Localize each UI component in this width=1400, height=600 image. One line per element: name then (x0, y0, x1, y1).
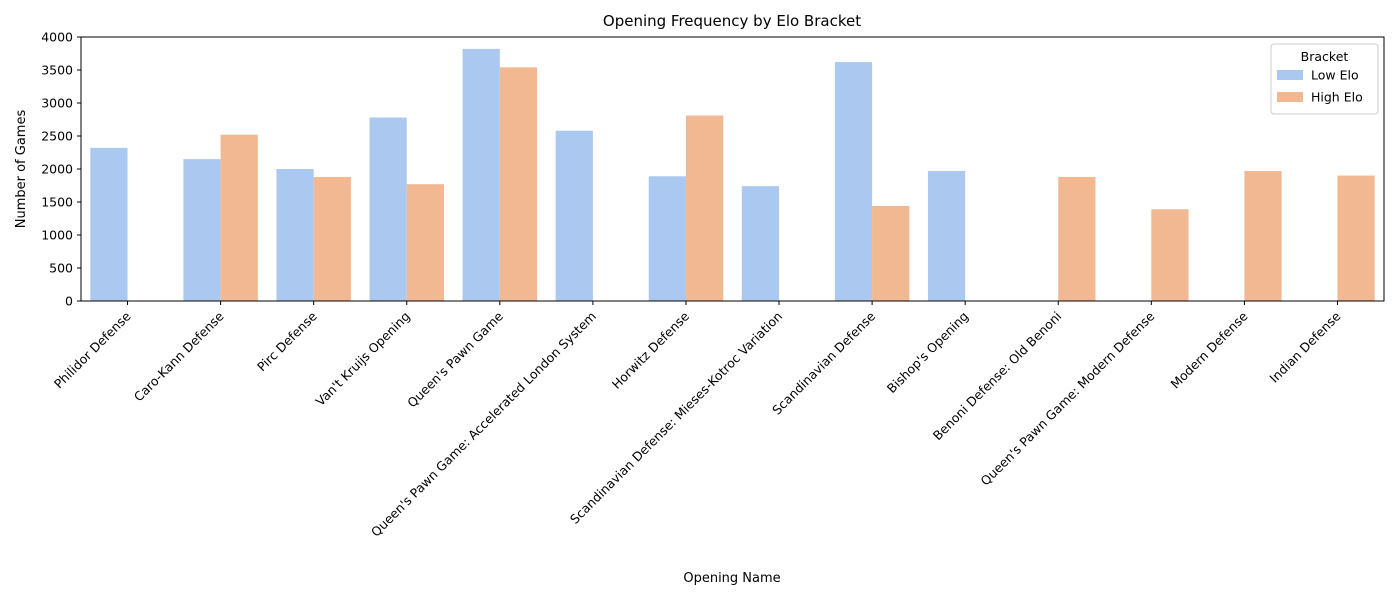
bar-low-elo (927, 170, 966, 301)
bar-low-elo (462, 48, 500, 301)
x-tick-label: Horwitz Defense (609, 308, 693, 392)
legend-swatch (1277, 92, 1303, 102)
bar-low-elo (648, 176, 686, 301)
bar-high-elo (499, 67, 538, 301)
x-tick-label: Scandinavian Defense (769, 308, 878, 417)
y-tick-label: 0 (65, 294, 73, 309)
x-axis-label: Opening Name (683, 571, 780, 586)
bar-low-elo (555, 130, 593, 301)
x-tick-label: Pirc Defense (254, 308, 320, 374)
x-tick-label: Scandinavian Defense: Mieses-Kotroc Vari… (567, 309, 785, 527)
y-tick-label: 2000 (41, 162, 73, 177)
y-axis: 0 500 1000 1500 2000 2500 3000 3500 4000 (41, 30, 81, 309)
chart-title: Opening Frequency by Elo Bracket (603, 12, 861, 30)
x-tick-label: Indian Defense (1266, 308, 1343, 385)
x-tick-label: Caro-Kann Defense (131, 308, 227, 404)
bar-high-elo (313, 176, 351, 301)
bar-high-elo (220, 134, 258, 301)
legend-entry: Low Elo (1311, 68, 1359, 83)
bar-high-elo (1244, 170, 1282, 301)
x-tick-label: Queen's Pawn Game: Accelerated London Sy… (368, 309, 599, 540)
y-tick-label: 3000 (41, 96, 73, 111)
y-tick-label: 2500 (41, 129, 73, 144)
bar-high-elo (1058, 176, 1096, 301)
bar-high-elo (685, 115, 724, 301)
bar-low-elo (369, 117, 407, 302)
y-tick-label: 500 (49, 261, 73, 276)
legend: Bracket Low Elo High Elo (1270, 43, 1379, 115)
x-tick-label: Queen's Pawn Game: Modern Defense (977, 308, 1157, 488)
legend-title: Bracket (1301, 49, 1349, 64)
legend-swatch (1277, 70, 1303, 80)
x-tick-label: Modern Defense (1167, 308, 1250, 391)
bar-low-elo (276, 169, 314, 301)
bar-high-elo (406, 184, 444, 301)
x-tick-label: Van't Kruijs Opening (313, 309, 413, 409)
bar-low-elo (834, 62, 873, 301)
bar-high-elo (872, 205, 910, 301)
bar-low-elo (90, 147, 128, 301)
x-tick-label: Queen's Pawn Game (404, 308, 506, 410)
y-axis-label: Number of Games (14, 110, 29, 229)
x-tick-label: Philidor Defense (51, 308, 134, 391)
bar-low-elo (741, 186, 780, 301)
y-tick-label: 4000 (41, 30, 73, 45)
y-tick-label: 1000 (41, 228, 73, 243)
bars-group (90, 48, 1375, 302)
bar-low-elo (183, 159, 221, 301)
y-tick-label: 3500 (41, 63, 73, 78)
bar-high-elo (1337, 175, 1375, 301)
x-tick-label: Bishop's Opening (884, 309, 971, 396)
bar-high-elo (1151, 209, 1189, 301)
y-tick-label: 1500 (41, 195, 73, 210)
legend-entry: High Elo (1311, 90, 1363, 105)
